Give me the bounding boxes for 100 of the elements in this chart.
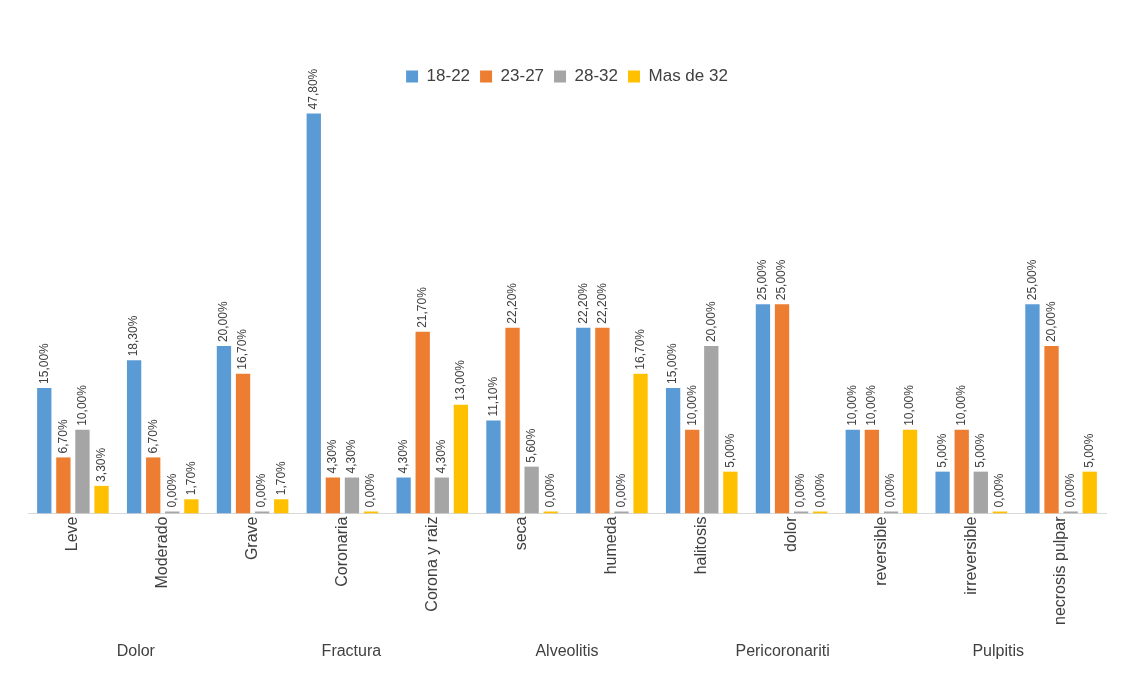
- data-label: 0,00%: [883, 473, 898, 508]
- x-tick-label: dolor: [781, 515, 799, 553]
- data-label: 21,70%: [415, 286, 430, 328]
- bar: [723, 471, 738, 514]
- bar: [274, 499, 289, 514]
- bar: [56, 457, 71, 514]
- data-label: 0,00%: [613, 473, 628, 508]
- text: Alveolitis: [535, 642, 599, 660]
- data-label: 4,30%: [434, 439, 449, 474]
- bar: [75, 429, 90, 514]
- data-label: 10,00%: [954, 384, 969, 426]
- bar: [306, 113, 321, 514]
- bar: [845, 429, 860, 514]
- bar: [146, 457, 161, 514]
- bar: [954, 429, 969, 514]
- data-label: 5,00%: [1082, 433, 1097, 468]
- data-label: 25,00%: [774, 259, 789, 301]
- bar: [864, 429, 880, 514]
- bar: [665, 387, 681, 514]
- x-tick-label: necrosis pulpar: [1051, 515, 1069, 625]
- data-label: 4,30%: [325, 439, 340, 474]
- data-label: 22,20%: [575, 282, 590, 324]
- data-label: 18,30%: [126, 315, 141, 357]
- data-label: 10,00%: [902, 384, 917, 426]
- x-tick-label: Moderado: [153, 516, 171, 589]
- bar: [576, 327, 591, 514]
- bar: [126, 360, 142, 514]
- data-label: 22,20%: [594, 282, 609, 324]
- text: Dolor: [116, 642, 156, 660]
- text: Pulpitis: [972, 642, 1024, 660]
- data-label: 1,70%: [273, 460, 288, 496]
- data-label: 5,00%: [934, 433, 949, 468]
- bar: [415, 331, 430, 514]
- legend-label: Mas de 32: [648, 66, 728, 86]
- data-label: 20,00%: [703, 301, 718, 343]
- bar: [1044, 346, 1059, 514]
- data-label: 15,00%: [665, 342, 680, 384]
- data-label: 15,00%: [36, 342, 51, 384]
- data-label: 5,60%: [523, 428, 538, 463]
- legend-label: 23-27: [500, 66, 545, 86]
- data-label: 47,80%: [306, 68, 321, 110]
- data-label: 22,20%: [504, 282, 519, 324]
- bar: [396, 477, 411, 514]
- x-tick-label: Leve: [63, 516, 81, 552]
- legend-label: 28-32: [574, 66, 619, 86]
- bar: [902, 429, 918, 514]
- data-label: 0,00%: [812, 473, 827, 508]
- data-label: 16,70%: [632, 328, 647, 370]
- bar: [344, 477, 360, 514]
- x-tick-label: Corona y raiz: [422, 516, 440, 612]
- data-label: 10,00%: [845, 384, 860, 426]
- bar: [633, 373, 648, 514]
- bar: [973, 471, 988, 514]
- x-tick-label: Coronaria: [332, 516, 350, 587]
- data-label: 0,00%: [543, 473, 558, 508]
- bar: [37, 387, 52, 514]
- x-tick-label: Grave: [242, 516, 260, 561]
- bar: [1082, 471, 1097, 514]
- data-label: 13,00%: [453, 359, 468, 401]
- data-label: 16,70%: [235, 328, 250, 370]
- data-label: 5,00%: [973, 433, 988, 468]
- bar: [325, 477, 341, 514]
- bar: [755, 304, 771, 514]
- text: Fractura: [321, 642, 382, 660]
- data-label: 10,00%: [74, 384, 89, 426]
- bar: [505, 327, 520, 514]
- legend-label: 18-22: [426, 66, 471, 86]
- data-label: 10,00%: [684, 384, 699, 426]
- data-label: 0,00%: [254, 473, 269, 508]
- data-label: 0,00%: [793, 473, 808, 508]
- text: Pericoronariti: [735, 642, 830, 660]
- data-label: 0,00%: [363, 473, 378, 508]
- bar: [216, 346, 232, 514]
- data-label: 6,70%: [145, 419, 160, 454]
- x-tick-label: halitosis: [692, 516, 710, 575]
- bar: [486, 420, 501, 514]
- data-label: 1,70%: [183, 460, 198, 496]
- bar: [685, 429, 700, 514]
- data-label: 0,00%: [1062, 473, 1077, 508]
- data-label: 0,00%: [992, 473, 1007, 508]
- data-label: 3,30%: [93, 447, 108, 482]
- x-tick-label: reversible: [871, 516, 889, 586]
- x-tick-label: irreversible: [961, 516, 979, 595]
- data-label: 20,00%: [1043, 301, 1058, 343]
- bar: [434, 477, 449, 514]
- data-label: 4,30%: [344, 439, 359, 474]
- data-label: 11,10%: [485, 376, 500, 417]
- data-label: 5,00%: [722, 433, 737, 468]
- data-label: 25,00%: [755, 259, 770, 301]
- data-label: 0,00%: [164, 473, 179, 508]
- data-label: 6,70%: [55, 419, 70, 454]
- bar: [524, 466, 539, 514]
- bar: [184, 499, 199, 514]
- x-tick-label: seca: [512, 516, 530, 551]
- data-label: 4,30%: [395, 439, 410, 474]
- bar: [235, 373, 251, 514]
- bar: [453, 404, 469, 514]
- x-tick-label: humeda: [602, 516, 620, 575]
- bar: [1025, 304, 1040, 514]
- data-label: 20,00%: [216, 301, 231, 343]
